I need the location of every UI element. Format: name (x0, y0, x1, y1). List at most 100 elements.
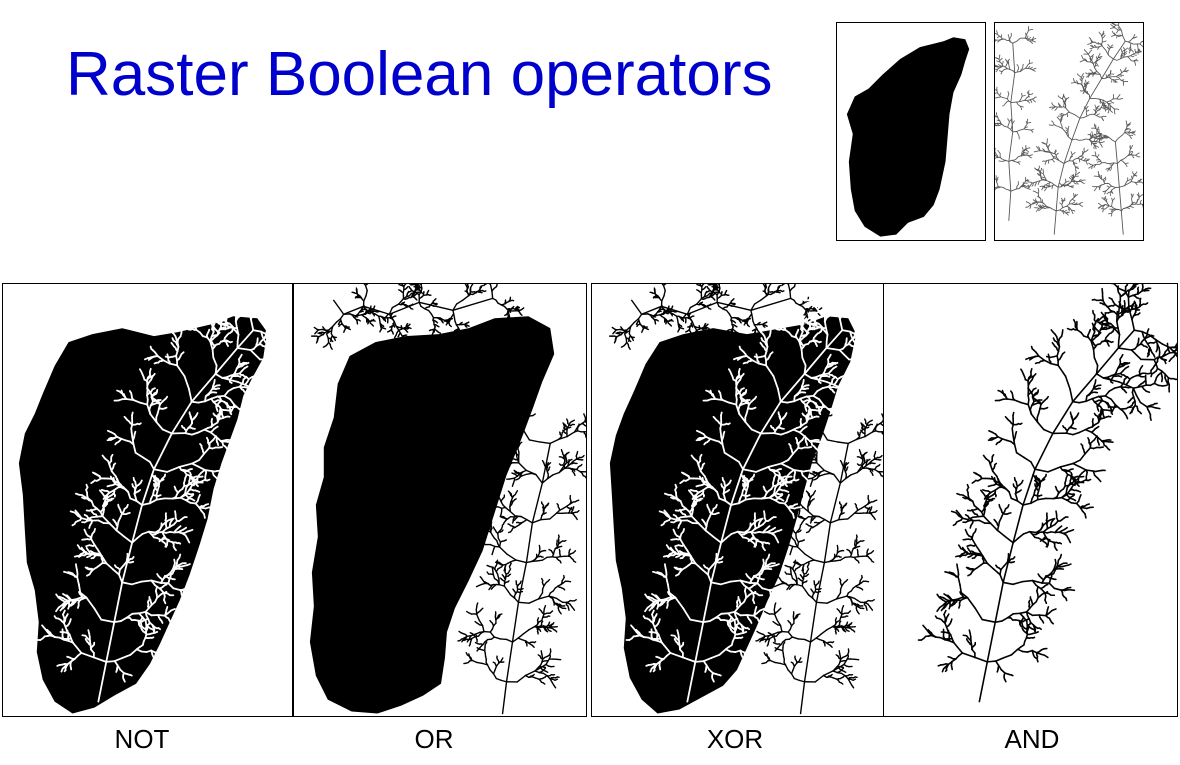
stream-segment (1108, 55, 1114, 60)
stream-segment (269, 373, 272, 378)
stream-segment (110, 470, 117, 478)
stream-segment (1054, 105, 1056, 107)
stream-segment (138, 368, 143, 373)
stream-segment (90, 481, 94, 485)
stream-segment (1089, 78, 1102, 99)
stream-segment (1068, 206, 1071, 209)
stream-segment (132, 399, 142, 404)
stream-segment (86, 573, 91, 577)
stream-segment (69, 618, 72, 623)
stream-segment (1113, 207, 1117, 210)
stream-segment (1086, 163, 1089, 165)
stream-segment (1138, 50, 1140, 52)
stream-segment (129, 673, 133, 677)
stream-segment (110, 453, 114, 458)
stream-segment (1111, 111, 1114, 113)
stream-segment (1041, 141, 1044, 144)
stream-segment (173, 547, 177, 552)
stream-segment (996, 90, 998, 92)
stream-segment (197, 428, 206, 434)
stream-segment (1038, 181, 1040, 183)
stream-segment (1105, 207, 1107, 210)
stream-segment (1109, 190, 1112, 193)
stream-segment (1033, 99, 1035, 102)
stream-segment (1092, 142, 1094, 145)
stream-segment (1094, 164, 1096, 167)
stream-segment (1119, 72, 1123, 75)
stream-segment (1055, 109, 1057, 111)
stream-segment (229, 379, 239, 383)
stream-segment (1139, 43, 1143, 47)
stream-segment (1059, 202, 1062, 205)
stream-segment (199, 469, 206, 475)
stream-segment (1026, 39, 1029, 41)
stream-segment (188, 484, 194, 491)
stream-segment (55, 606, 60, 613)
stream-segment (995, 40, 996, 42)
stream-segment (129, 648, 138, 656)
stream-segment (1119, 93, 1121, 96)
stream-segment (1107, 74, 1110, 77)
stream-segment (1032, 68, 1035, 70)
stream-segment (177, 542, 182, 545)
stream-segment (1124, 184, 1127, 187)
stream-segment (155, 659, 158, 663)
stream-segment (1067, 97, 1070, 99)
stream-segment (170, 518, 174, 522)
stream-segment (1086, 91, 1090, 96)
stream-segment (1063, 139, 1073, 164)
stream-segment (162, 654, 168, 659)
stream-segment (1139, 41, 1143, 45)
stream-segment (1096, 46, 1100, 48)
stream-segment (46, 628, 50, 633)
stream-segment (1018, 162, 1020, 164)
stream-segment (1090, 41, 1093, 44)
stream-segment (184, 489, 191, 496)
stream-segment (1007, 68, 1011, 71)
stream-segment (180, 424, 184, 429)
stream-segment (214, 425, 219, 429)
stream-segment (1083, 59, 1085, 61)
stream-segment (1132, 156, 1135, 159)
stream-segment (176, 364, 186, 378)
stream-segment (1102, 206, 1104, 208)
stream-segment (1102, 197, 1104, 199)
stream-segment (1019, 105, 1021, 107)
stream-segment (1112, 46, 1114, 48)
stream-segment (141, 456, 151, 463)
stream-segment (276, 372, 281, 377)
stream-segment (1098, 185, 1101, 187)
stream-segment (1110, 101, 1113, 103)
stream-segment (1076, 167, 1079, 169)
stream-segment (1057, 163, 1065, 188)
stream-segment (1084, 158, 1086, 160)
stream-segment (84, 638, 88, 642)
stream-segment (60, 637, 65, 640)
stream-segment (121, 581, 133, 586)
stream-segment (1041, 160, 1044, 162)
stream-segment (995, 33, 998, 35)
stream-segment (1026, 147, 1029, 150)
stream-segment (1048, 149, 1050, 152)
stream-segment (1026, 32, 1028, 35)
stream-segment (1080, 77, 1083, 80)
stream-segment (1085, 157, 1087, 159)
stream-segment (1113, 58, 1118, 61)
stream-segment (1043, 189, 1046, 192)
stream-segment (131, 483, 134, 488)
stream-segment (138, 422, 142, 426)
stream-segment (1056, 209, 1060, 212)
stream-segment (1134, 172, 1137, 175)
stream-segment (1082, 152, 1085, 156)
stream-segment (1034, 70, 1036, 72)
stream-segment (197, 400, 206, 404)
stream-segment (1042, 179, 1047, 182)
stream-segment (1105, 204, 1108, 206)
stream-segment (1059, 207, 1064, 211)
stream-segment (1053, 157, 1060, 161)
stream-segment (182, 526, 188, 531)
stream-segment (1072, 177, 1075, 180)
stream-segment (1106, 75, 1109, 78)
stream-segment (1139, 195, 1142, 197)
stream-segment (1089, 166, 1091, 169)
